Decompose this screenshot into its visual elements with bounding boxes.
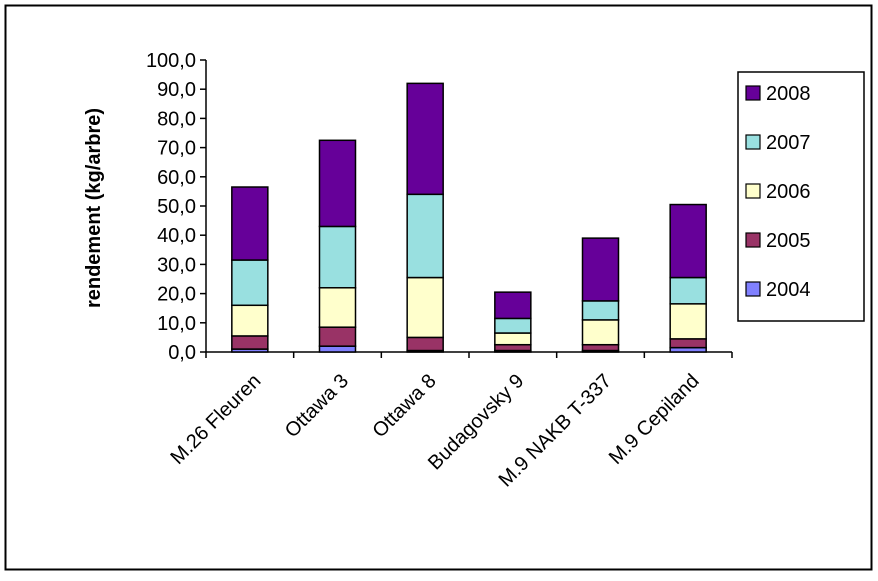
y-axis-title: rendement (kg/arbre) (83, 108, 105, 308)
y-tick-label: 30,0 (157, 254, 196, 276)
bar-segment (669, 303, 707, 340)
y-tick-label: 20,0 (157, 284, 196, 306)
bar-segment (581, 237, 620, 302)
legend-swatch (745, 281, 761, 297)
legend-swatch (745, 85, 761, 101)
bar-segment (318, 345, 357, 353)
bar-segment (494, 317, 532, 334)
y-tick-label: 100,0 (146, 50, 196, 72)
bars (231, 82, 707, 353)
legend-swatch (745, 232, 761, 248)
y-tick-label: 60,0 (157, 167, 196, 189)
bar-segment (494, 291, 532, 320)
bar-segment (669, 276, 707, 305)
legend-swatch (745, 183, 761, 199)
legend-label: 2008 (766, 83, 811, 105)
y-tick-label: 10,0 (157, 313, 196, 335)
y-tick-label: 70,0 (157, 138, 196, 160)
bar-segment (231, 304, 269, 337)
bar-segment (406, 336, 444, 352)
bar-segment (581, 343, 620, 352)
bar-segment (669, 338, 707, 349)
bar-segment (494, 332, 532, 346)
y-tick-label: 50,0 (157, 196, 196, 218)
bar-segment (406, 193, 444, 279)
bar-segment (231, 186, 269, 261)
bar-segment (581, 319, 620, 346)
y-tick-label: 90,0 (157, 79, 196, 101)
legend-box (737, 71, 865, 322)
legend-label: 2005 (766, 230, 811, 252)
bar-segment (318, 225, 357, 289)
y-tick-label: 80,0 (157, 108, 196, 130)
y-tick-label: 40,0 (157, 225, 196, 247)
bar-segment (318, 139, 357, 228)
bar-segment (669, 203, 707, 279)
bar-segment (318, 326, 357, 347)
legend-label: 2007 (766, 132, 811, 154)
y-tick-label: 0,0 (168, 342, 196, 364)
legend-swatch (745, 134, 761, 150)
legend: 2008 2007 2006 2005 2004 (737, 71, 865, 322)
bar-segment (494, 343, 532, 352)
legend-label: 2004 (766, 279, 811, 301)
bar-segment (406, 82, 444, 196)
legend-label: 2006 (766, 181, 811, 203)
bar-segment (231, 259, 269, 307)
bar-segment (406, 276, 444, 339)
bar-segment (581, 300, 620, 321)
bar-segment (318, 287, 357, 328)
bar-segment (231, 335, 269, 350)
